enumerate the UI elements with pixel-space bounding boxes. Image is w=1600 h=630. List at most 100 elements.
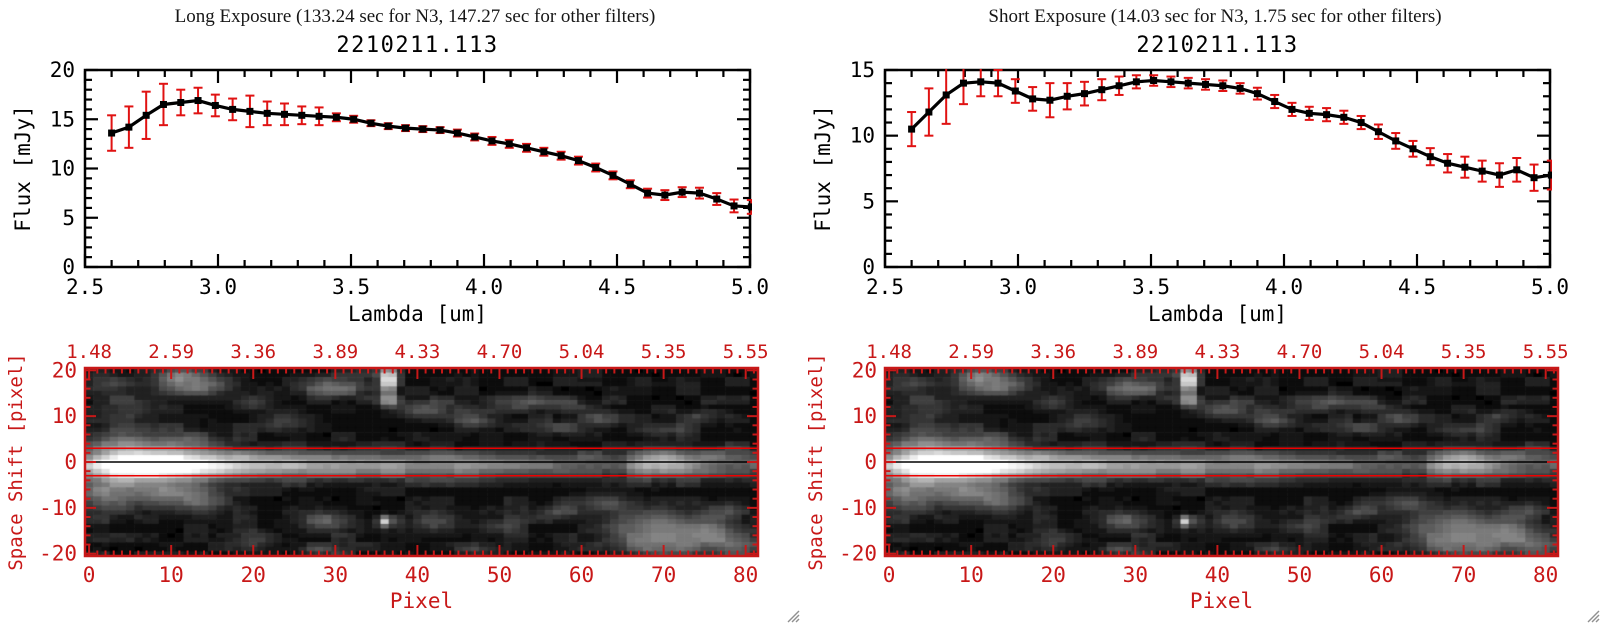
data-point <box>959 79 967 87</box>
wavelength-top-label: 3.89 <box>312 341 358 363</box>
data-point <box>1046 96 1054 104</box>
data-point <box>1011 87 1019 95</box>
data-point <box>384 122 392 130</box>
spectrum-line <box>910 78 1552 180</box>
data-point <box>367 119 375 127</box>
wavelength-top-label: 2.59 <box>948 341 994 363</box>
wavelength-top-label: 1.48 <box>866 341 912 363</box>
data-point <box>125 123 133 131</box>
pixel-tick-label: 20 <box>241 563 266 587</box>
data-point <box>1478 167 1486 175</box>
y-tick-label: 15 <box>50 107 75 131</box>
data-point <box>730 202 738 210</box>
pixel-axis-title: Pixel <box>1190 589 1253 613</box>
wavelength-top-label: 4.33 <box>1195 341 1241 363</box>
panel-title-short: Short Exposure (14.03 sec for N3, 1.75 s… <box>988 6 1442 27</box>
data-point <box>1098 86 1106 94</box>
data-point <box>211 101 219 109</box>
panel-long-exposure: Long Exposure (133.24 sec for N3, 147.27… <box>5 6 801 624</box>
x-tick-label: 2.5 <box>866 275 904 299</box>
pixel-tick-label: 50 <box>487 563 512 587</box>
x-tick-label: 2.5 <box>66 275 104 299</box>
wavelength-top-label: 5.04 <box>1359 341 1405 363</box>
y-tick-label: 0 <box>862 255 875 279</box>
wavelength-top-label: 4.70 <box>1277 341 1323 363</box>
data-point <box>695 189 703 197</box>
resize-grip-icon[interactable] <box>1585 608 1600 624</box>
data-point <box>942 91 950 99</box>
wavelength-top-label: 3.36 <box>1030 341 1076 363</box>
data-point <box>644 189 652 197</box>
data-point <box>994 79 1002 87</box>
wavelength-top-label: 5.55 <box>1523 341 1569 363</box>
pixel-tick-label: 80 <box>733 563 758 587</box>
x-tick-label: 4.0 <box>465 275 503 299</box>
data-point <box>747 203 752 211</box>
data-point <box>678 188 686 196</box>
data-point <box>592 164 600 172</box>
spectrum-line <box>111 98 752 209</box>
y-tick-label: 5 <box>62 206 75 230</box>
data-point <box>1409 145 1417 153</box>
space-shift-tick-label: 0 <box>864 450 877 474</box>
data-point <box>1029 95 1037 103</box>
pixel-tick-label: 40 <box>405 563 430 587</box>
data-point <box>1219 82 1227 90</box>
data-point <box>1392 137 1400 145</box>
spectrum-data <box>107 82 752 215</box>
pixel-axis-title: Pixel <box>390 589 453 613</box>
data-point <box>298 111 306 119</box>
x-tick-label: 5.0 <box>1531 275 1569 299</box>
data-point <box>505 140 513 148</box>
data-point <box>661 191 669 199</box>
pixel-tick-label: 20 <box>1041 563 1066 587</box>
data-point <box>540 148 548 156</box>
data-point <box>977 78 985 86</box>
space-shift-tick-label: 0 <box>64 450 77 474</box>
pixel-tick-label: 80 <box>1533 563 1558 587</box>
data-point <box>453 129 461 137</box>
pixel-tick-label: 70 <box>651 563 676 587</box>
x-axis-title: Lambda [um] <box>1148 302 1287 326</box>
pixel-tick-label: 40 <box>1205 563 1230 587</box>
data-point <box>1357 119 1365 127</box>
data-point <box>1444 159 1452 167</box>
data-point <box>108 129 116 137</box>
data-point <box>1288 105 1296 113</box>
x-tick-label: 3.0 <box>999 275 1037 299</box>
x-tick-label: 4.5 <box>1398 275 1436 299</box>
spectrum-data <box>907 69 1552 192</box>
space-shift-tick-label: -10 <box>839 496 877 520</box>
wavelength-top-label: 5.35 <box>641 341 687 363</box>
data-point <box>332 113 340 121</box>
space-shift-axis-title: Space Shift [pixel] <box>805 353 827 570</box>
panel-title-long: Long Exposure (133.24 sec for N3, 147.27… <box>174 6 656 27</box>
x-tick-label: 4.0 <box>1265 275 1303 299</box>
pixel-tick-label: 30 <box>323 563 348 587</box>
data-point <box>925 108 933 116</box>
resize-grip-icon[interactable] <box>785 608 801 624</box>
y-tick-label: 10 <box>850 124 875 148</box>
data-point <box>246 107 254 115</box>
data-point <box>1063 92 1071 100</box>
data-point <box>1081 90 1088 98</box>
data-point <box>1202 80 1210 88</box>
space-shift-tick-label: 10 <box>52 404 77 428</box>
data-point <box>1530 174 1538 182</box>
data-point <box>436 126 444 134</box>
panel-short-exposure: Short Exposure (14.03 sec for N3, 1.75 s… <box>800 0 1600 630</box>
spectrogram-image <box>85 368 758 556</box>
space-shift-tick-label: -20 <box>839 542 877 566</box>
wavelength-top-label: 5.04 <box>559 341 605 363</box>
data-point <box>1253 90 1261 98</box>
data-point <box>159 100 167 108</box>
data-point <box>471 133 479 141</box>
data-point <box>1495 171 1503 179</box>
data-point <box>1323 111 1331 119</box>
y-axis-title: Flux [mJy] <box>11 105 35 231</box>
data-point <box>1132 78 1140 86</box>
data-point <box>229 105 237 113</box>
data-point <box>315 112 323 120</box>
y-tick-label: 5 <box>862 189 875 213</box>
y-tick-label: 15 <box>850 58 875 82</box>
